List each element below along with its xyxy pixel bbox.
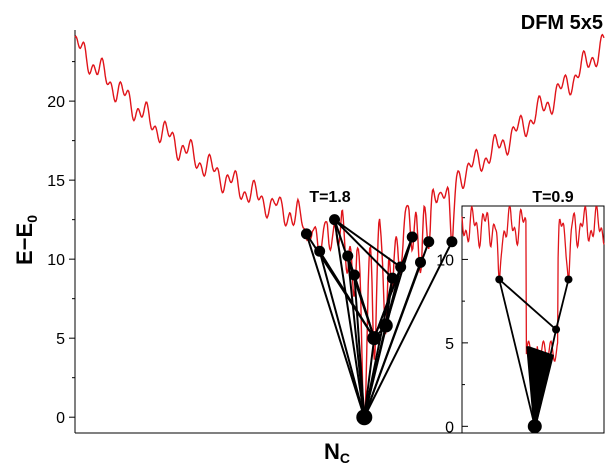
transition-line — [333, 218, 402, 268]
main-chart: 0 5 10 15 20 E−E0 NC T=1.8 — [12, 30, 605, 465]
inset-minimum-point — [552, 325, 561, 334]
y-tick-label: 20 — [47, 94, 65, 111]
figure-title: DFM 5x5 — [521, 12, 603, 34]
inset-minimum-point — [527, 419, 542, 434]
inset-y-tick-label: 10 — [436, 252, 454, 269]
minimum-point — [446, 236, 458, 248]
transition-line — [318, 250, 376, 339]
minimum-point — [329, 214, 341, 226]
minimum-point — [356, 409, 373, 426]
y-tick-label: 10 — [47, 252, 65, 269]
transition-line — [384, 236, 414, 326]
y-tick-label: 15 — [47, 173, 65, 190]
inset-transition-line — [498, 279, 536, 427]
minimum-point — [406, 231, 418, 243]
y-axis-label: E−E0 — [12, 215, 40, 265]
annotation-t09: T=0.9 — [532, 189, 573, 206]
minimum-point — [423, 236, 435, 248]
minimum-point — [342, 250, 354, 262]
transition-line — [333, 219, 366, 418]
minimum-point — [378, 318, 393, 333]
inset-transition-line — [555, 279, 570, 330]
minimum-point — [314, 245, 326, 257]
minimum-point — [300, 228, 312, 240]
minimum-point — [395, 261, 407, 273]
minimum-point — [415, 256, 427, 268]
transition-line — [353, 274, 366, 418]
energy-landscape-line — [74, 33, 605, 420]
inset-transition-line — [533, 329, 557, 427]
inset-chart: 0 5 10 T=0.9 — [436, 189, 605, 436]
transition-line — [318, 250, 366, 418]
transition-line — [363, 241, 430, 418]
y-tick-label: 0 — [56, 410, 65, 427]
transition-line — [333, 218, 394, 279]
transition-line — [305, 233, 366, 418]
transition-line — [353, 274, 376, 339]
inset-y-tick-label: 5 — [445, 336, 454, 353]
y-tick-label: 5 — [56, 331, 65, 348]
annotation-t18: T=1.8 — [309, 189, 350, 206]
minimum-point — [348, 269, 360, 281]
minimum-point — [367, 331, 382, 346]
minimum-point — [386, 272, 398, 284]
x-axis-label: NC — [324, 439, 350, 465]
inset-minimum-point — [564, 275, 573, 284]
inset-minimum-point — [495, 275, 504, 284]
inset-y-tick-label: 0 — [445, 419, 454, 436]
transition-line — [363, 241, 453, 418]
inset-transition-line — [498, 278, 557, 331]
